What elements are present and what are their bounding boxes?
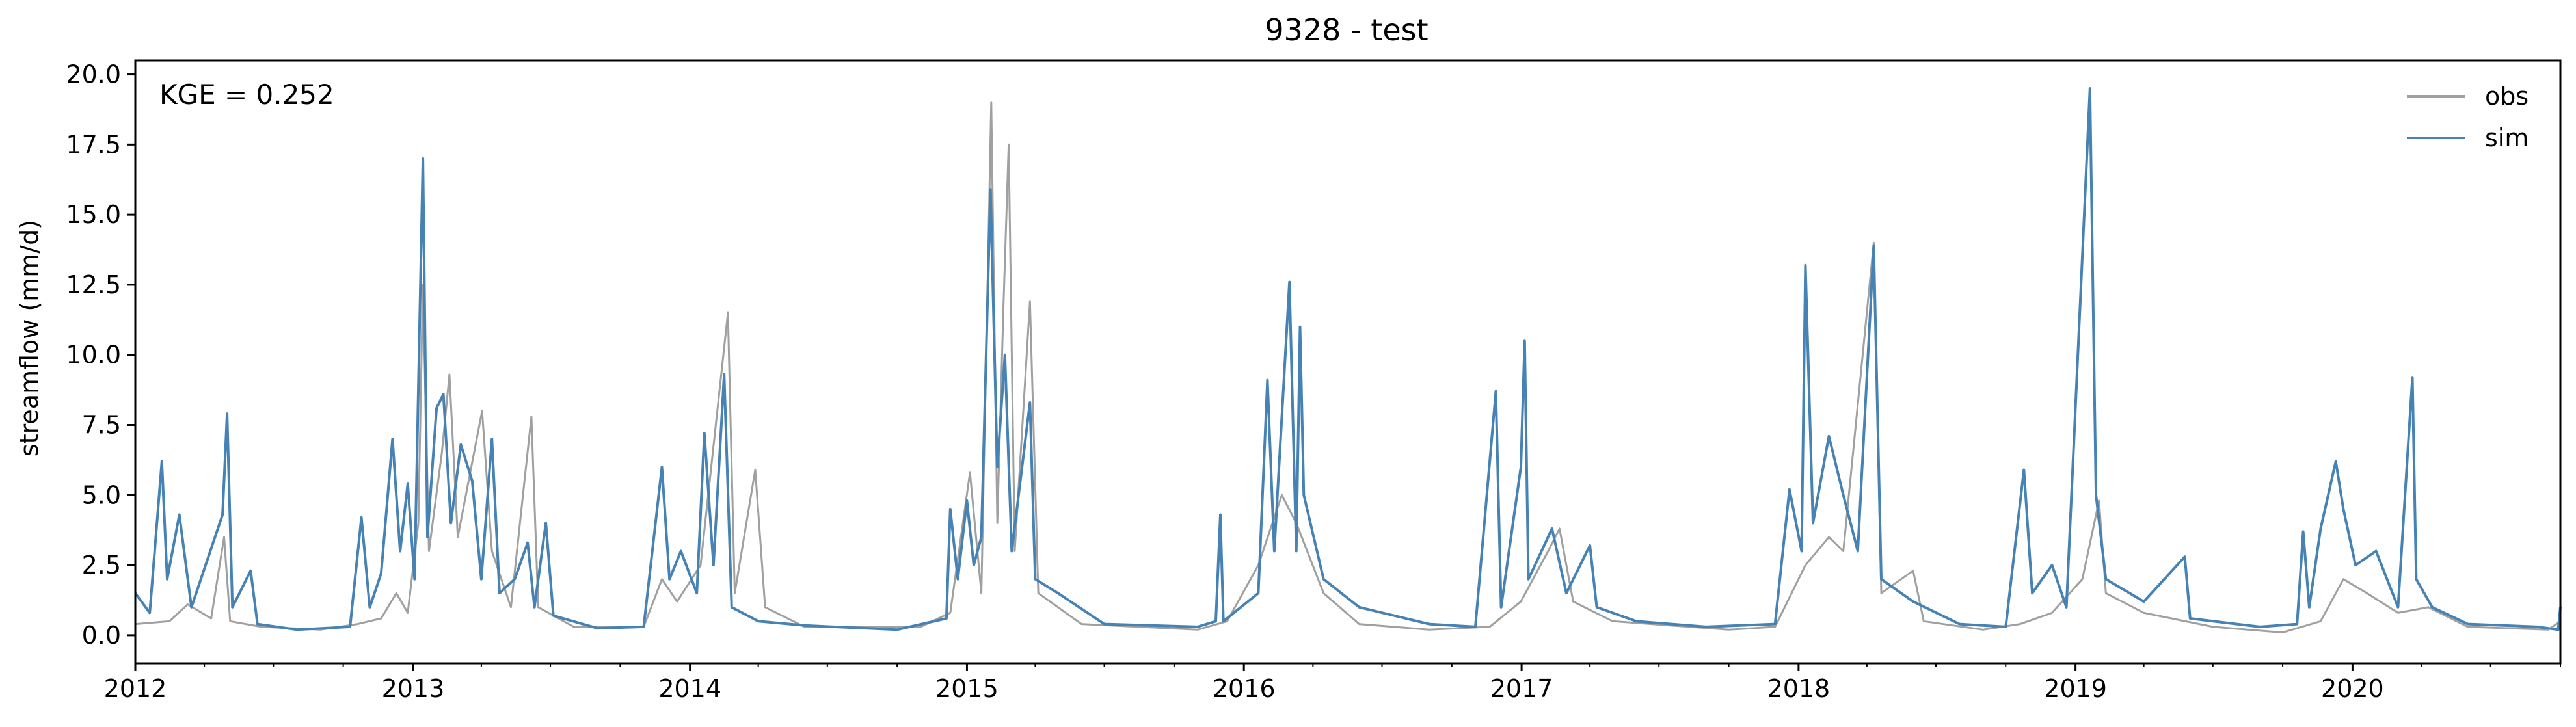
plot-area: 0.0 2.5 5.0 7.5 10.0 12.5 15.0 17.5 20.0 2012 2013… — [66, 60, 2562, 703]
y-tick-label: 20.0 — [66, 60, 121, 89]
x-tick-label: 2020 — [2321, 674, 2384, 703]
legend-obs-label: obs — [2485, 82, 2529, 111]
x-tick-label: 2017 — [1490, 674, 1553, 703]
x-tick-label: 2016 — [1213, 674, 1276, 703]
y-tick-label: 10.0 — [66, 341, 121, 369]
y-tick-label: 7.5 — [82, 411, 121, 440]
y-tick-label: 5.0 — [82, 481, 121, 509]
y-tick-label: 0.0 — [82, 621, 121, 650]
x-tick-label: 2018 — [1767, 674, 1831, 703]
y-tick-label: 15.0 — [66, 200, 121, 229]
x-tick-label: 2014 — [658, 674, 721, 703]
legend-sim-label: sim — [2485, 124, 2529, 152]
axes-frame — [134, 59, 2562, 665]
y-tick-label: 2.5 — [82, 551, 121, 579]
series-line-sim — [134, 87, 2562, 631]
chart-title: 9328 - test — [1265, 12, 1428, 47]
series-line-obs — [135, 101, 2561, 634]
y-tick-label: 12.5 — [66, 271, 121, 299]
x-tick-label: 2013 — [382, 674, 445, 703]
y-axis-label: streamflow (mm/d) — [15, 220, 44, 456]
x-tick-label: 2012 — [104, 674, 167, 703]
legend: obs sim — [2407, 82, 2529, 152]
x-tick-label: 2015 — [935, 674, 999, 703]
x-tick-label: 2019 — [2044, 674, 2107, 703]
kge-annotation: KGE = 0.252 — [159, 79, 334, 111]
y-tick-label: 17.5 — [66, 130, 121, 159]
